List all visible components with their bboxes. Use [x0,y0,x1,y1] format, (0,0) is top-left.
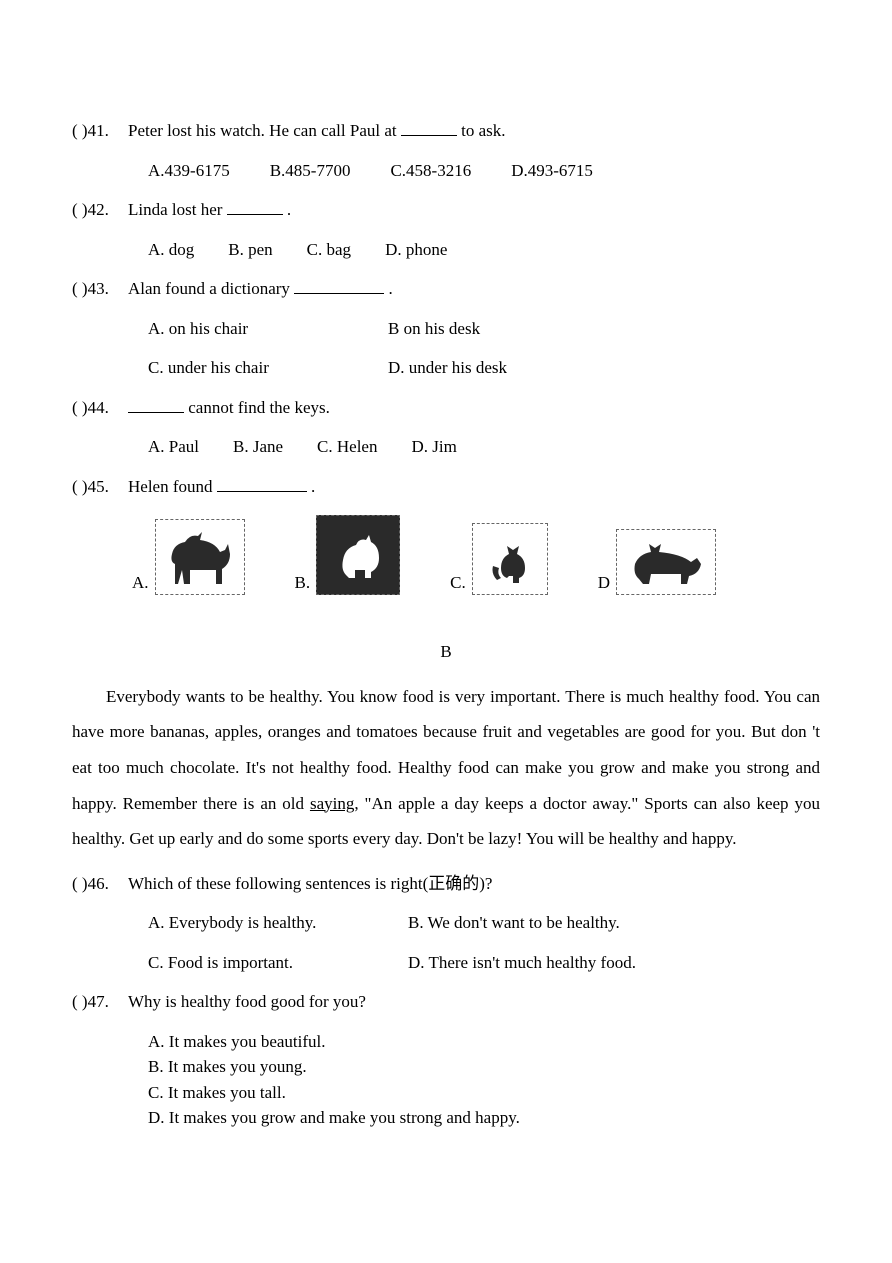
q45-opt-a: A. [132,519,245,595]
question-46: ( )46. Which of these following sentence… [72,871,820,976]
q43-paren: ( )43. [72,276,128,302]
q41-opt-c: C.458-3216 [390,158,471,184]
question-47: ( )47. Why is healthy food good for you?… [72,989,820,1131]
question-47-line: ( )47. Why is healthy food good for you? [72,989,820,1015]
q42-blank [227,198,283,215]
q45-opt-b: B. [295,515,401,595]
q47-opt-b: B. It makes you young. [148,1054,820,1080]
question-42-line: ( )42. Linda lost her . [72,197,820,223]
q43-after: . [388,279,392,298]
q44-opt-d: D. Jim [411,434,456,460]
q43-options: A. on his chair B on his desk C. under h… [148,316,820,381]
q42-text: Linda lost her . [128,197,820,223]
q47-text: Why is healthy food good for you? [128,989,820,1015]
q41-paren: ( )41. [72,118,128,144]
q46-row1: A. Everybody is healthy. B. We don't wan… [148,910,820,936]
q41-after: to ask. [461,121,505,140]
q43-opt-d: D. under his desk [388,355,507,381]
q47-options: A. It makes you beautiful. B. It makes y… [148,1029,820,1131]
q47-opt-d: D. It makes you grow and make you strong… [148,1105,820,1131]
q45-label-b: B. [295,570,311,596]
section-b-label: B [440,642,451,661]
q41-opt-b: B.485-7700 [270,158,351,184]
q44-after: cannot find the keys. [188,398,330,417]
q41-blank [401,119,457,136]
q42-paren: ( )42. [72,197,128,223]
q41-opt-d: D.493-6715 [511,158,593,184]
q44-options: A. Paul B. Jane C. Helen D. Jim [148,434,820,460]
dog-silhouette-2-icon [316,515,400,595]
q47-paren: ( )47. [72,989,128,1015]
q45-paren: ( )45. [72,474,128,500]
question-41: ( )41. Peter lost his watch. He can call… [72,118,820,183]
q42-opt-c: C. bag [307,237,351,263]
q43-text: Alan found a dictionary . [128,276,820,302]
q45-label-a: A. [132,570,149,596]
q44-text: cannot find the keys. [128,395,820,421]
passage-b: Everybody wants to be healthy. You know … [72,679,820,857]
dog-silhouette-4-icon [616,529,716,595]
question-41-line: ( )41. Peter lost his watch. He can call… [72,118,820,144]
q45-opt-c: C. [450,523,548,595]
q42-opt-b: B. pen [228,237,272,263]
q44-opt-b: B. Jane [233,434,283,460]
q45-options: A. B. C. D [132,515,820,595]
question-45-line: ( )45. Helen found . [72,474,820,500]
q45-label-c: C. [450,570,466,596]
q42-opt-a: A. dog [148,237,194,263]
question-46-line: ( )46. Which of these following sentence… [72,871,820,897]
dog-silhouette-1-icon [155,519,245,595]
q45-before: Helen found [128,477,217,496]
q44-opt-c: C. Helen [317,434,377,460]
q45-label-d: D [598,570,610,596]
q41-options: A.439-6175 B.485-7700 C.458-3216 D.493-6… [148,158,820,184]
q45-opt-d: D [598,529,716,595]
question-42: ( )42. Linda lost her . A. dog B. pen C.… [72,197,820,262]
q45-blank [217,475,307,492]
q46-opt-d: D. There isn't much healthy food. [408,950,636,976]
section-b-header: B [72,639,820,665]
q44-blank [128,396,184,413]
q46-text: Which of these following sentences is ri… [128,871,820,897]
q43-opt-a: A. on his chair [148,316,338,342]
q44-opt-a: A. Paul [148,434,199,460]
question-43: ( )43. Alan found a dictionary . A. on h… [72,276,820,381]
q42-after: . [287,200,291,219]
q42-opt-d: D. phone [385,237,447,263]
question-43-line: ( )43. Alan found a dictionary . [72,276,820,302]
q41-before: Peter lost his watch. He can call Paul a… [128,121,401,140]
q43-blank [294,277,384,294]
q42-options: A. dog B. pen C. bag D. phone [148,237,820,263]
q43-opt-c: C. under his chair [148,355,338,381]
q46-opt-a: A. Everybody is healthy. [148,910,408,936]
q45-text: Helen found . [128,474,820,500]
q44-paren: ( )44. [72,395,128,421]
q47-opt-a: A. It makes you beautiful. [148,1029,820,1055]
q47-opt-c: C. It makes you tall. [148,1080,820,1106]
q46-opt-b: B. We don't want to be healthy. [408,910,620,936]
q45-after: . [311,477,315,496]
question-45: ( )45. Helen found . A. B. [72,474,820,596]
q41-opt-a: A.439-6175 [148,158,230,184]
q43-before: Alan found a dictionary [128,279,294,298]
q43-row1: A. on his chair B on his desk [148,316,820,342]
q43-opt-b: B on his desk [388,316,480,342]
dog-silhouette-3-icon [472,523,548,595]
q46-opt-c: C. Food is important. [148,950,408,976]
q46-options: A. Everybody is healthy. B. We don't wan… [148,910,820,975]
q43-row2: C. under his chair D. under his desk [148,355,820,381]
q41-text: Peter lost his watch. He can call Paul a… [128,118,820,144]
question-44-line: ( )44. cannot find the keys. [72,395,820,421]
q42-before: Linda lost her [128,200,227,219]
passage-saying: saying [310,794,354,813]
q46-paren: ( )46. [72,871,128,897]
q46-row2: C. Food is important. D. There isn't muc… [148,950,820,976]
question-44: ( )44. cannot find the keys. A. Paul B. … [72,395,820,460]
